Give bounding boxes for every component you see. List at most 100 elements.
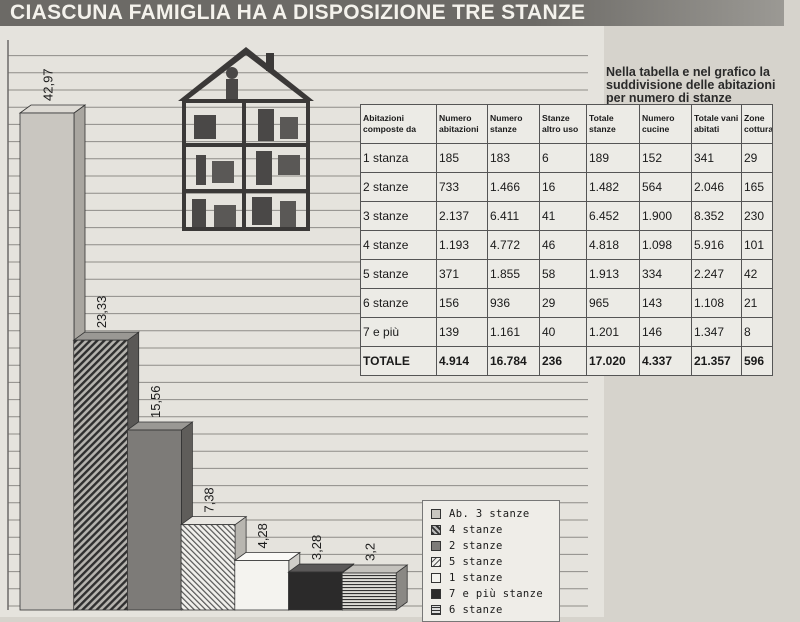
- table-header: Stanze altro uso: [539, 104, 587, 144]
- bar-value-label: 15,56: [148, 385, 163, 418]
- bar-top: [179, 516, 248, 526]
- legend-swatch: [431, 525, 441, 535]
- bar-top: [18, 104, 87, 114]
- house-cutaway-icon: [178, 47, 314, 231]
- bar-value-label: 3,28: [309, 535, 324, 560]
- table-cell: 341: [691, 143, 742, 173]
- legend-label: 6 stanze: [449, 604, 503, 616]
- table-row-label: 7 e più: [360, 317, 437, 347]
- table-cell: 8.352: [691, 201, 742, 231]
- bar-front: [73, 339, 129, 611]
- table-cell: 5.916: [691, 230, 742, 260]
- table-cell: 1.108: [691, 288, 742, 318]
- legend-label: 7 e più stanze: [449, 588, 544, 600]
- table-cell: 1.482: [586, 172, 640, 202]
- page-title: CIASCUNA FAMIGLIA HA A DISPOSIZIONE TRE …: [10, 1, 586, 24]
- legend-label: 4 stanze: [449, 524, 503, 536]
- table-cell: 2.247: [691, 259, 742, 289]
- table-cell: 21.357: [691, 346, 742, 376]
- table-header: Totale stanze: [586, 104, 640, 144]
- table-cell: 1.913: [586, 259, 640, 289]
- table-row-label: 2 stanze: [360, 172, 437, 202]
- table-cell: 1.098: [639, 230, 692, 260]
- caption-line: suddivisione delle abitazioni: [606, 78, 776, 92]
- table-cell: 165: [741, 172, 773, 202]
- table-cell: 139: [436, 317, 488, 347]
- table-cell: 936: [487, 288, 540, 318]
- bar-top: [340, 564, 409, 574]
- table-cell: 564: [639, 172, 692, 202]
- table-cell: 16.784: [487, 346, 540, 376]
- table-cell: 6: [539, 143, 587, 173]
- bar-value-label: 3,2: [363, 543, 378, 561]
- value-labels: 42,97 23,33 15,56 7,38 4,28 3,28 3,2: [40, 68, 377, 561]
- legend-swatch: [431, 557, 441, 567]
- bar-front: [234, 560, 290, 611]
- table-cell: 21: [741, 288, 773, 318]
- table-row-label: 5 stanze: [360, 259, 437, 289]
- table-cell: 46: [539, 230, 587, 260]
- table-cell: 1.466: [487, 172, 540, 202]
- table-cell: 185: [436, 143, 488, 173]
- table-cell: 189: [586, 143, 640, 173]
- table-cell: 8: [741, 317, 773, 347]
- table-cell: 16: [539, 172, 587, 202]
- legend-label: 1 stanze: [449, 572, 503, 584]
- table-header: Numero stanze: [487, 104, 540, 144]
- bar-value-label: 23,33: [94, 296, 109, 329]
- table-cell: 6.411: [487, 201, 540, 231]
- table-cell: 596: [741, 346, 773, 376]
- table-row-label: 3 stanze: [360, 201, 437, 231]
- table-row: 2 stanze 733 1.466 16 1.482 564 2.046 165: [360, 172, 773, 202]
- table-cell: 1.900: [639, 201, 692, 231]
- table-header: Numero cucine: [639, 104, 692, 144]
- table-cell: 1.201: [586, 317, 640, 347]
- table-cell: 29: [539, 288, 587, 318]
- legend-swatch: [431, 509, 441, 519]
- table-cell: 1.161: [487, 317, 540, 347]
- table-cell: 156: [436, 288, 488, 318]
- table-row-label: 1 stanza: [360, 143, 437, 173]
- bar-front: [341, 572, 397, 611]
- table-cell: 42: [741, 259, 773, 289]
- table-row: 4 stanze 1.193 4.772 46 4.818 1.098 5.916 101: [360, 230, 773, 260]
- bar-front: [19, 112, 75, 611]
- bar-top: [287, 563, 355, 573]
- bar-value-label: 7,38: [202, 487, 217, 512]
- table-row: 6 stanze 156 936 29 965 143 1.108 21: [360, 288, 773, 318]
- chart-caption: Nella tabella e nel grafico la suddivisi…: [606, 66, 786, 105]
- table-cell: 230: [741, 201, 773, 231]
- table-cell: 1.193: [436, 230, 488, 260]
- title-band: CIASCUNA FAMIGLIA HA A DISPOSIZIONE TRE …: [0, 0, 784, 26]
- table-header: Abitazioni composte da: [360, 104, 437, 144]
- table-row: 7 e più 139 1.161 40 1.201 146 1.347 8: [360, 317, 773, 347]
- chart-legend: Ab. 3 stanze 4 stanze 2 stanze 5 stanze 1 st…: [422, 500, 560, 622]
- table-cell: 40: [539, 317, 587, 347]
- table-cell: 58: [539, 259, 587, 289]
- table-row-label: 6 stanze: [360, 288, 437, 318]
- table-cell: 4.818: [586, 230, 640, 260]
- bars: [18, 104, 409, 611]
- table-cell: 2.137: [436, 201, 488, 231]
- table-row-label: 4 stanze: [360, 230, 437, 260]
- bar: [340, 564, 409, 611]
- bar-value-label: 42,97: [40, 68, 55, 101]
- table-cell: 1.347: [691, 317, 742, 347]
- legend-swatch: [431, 541, 441, 551]
- table-cell: 334: [639, 259, 692, 289]
- legend-swatch: [431, 589, 441, 599]
- legend-label: 2 stanze: [449, 540, 503, 552]
- table-cell: 183: [487, 143, 540, 173]
- bar-top: [233, 552, 302, 561]
- bar-front: [288, 571, 343, 611]
- table-row: 3 stanze 2.137 6.411 41 6.452 1.900 8.352 230: [360, 201, 773, 231]
- table-cell: 4.337: [639, 346, 692, 376]
- table-cell: 965: [586, 288, 640, 318]
- table-cell: 371: [436, 259, 488, 289]
- table-cell: 146: [639, 317, 692, 347]
- legend-label: Ab. 3 stanze: [449, 508, 530, 520]
- table-header: Zone cottura: [741, 104, 773, 144]
- data-table: Abitazioni composte da Numero abitazioni…: [360, 104, 773, 376]
- table-row: 1 stanza 185 183 6 189 152 341 29: [360, 143, 773, 173]
